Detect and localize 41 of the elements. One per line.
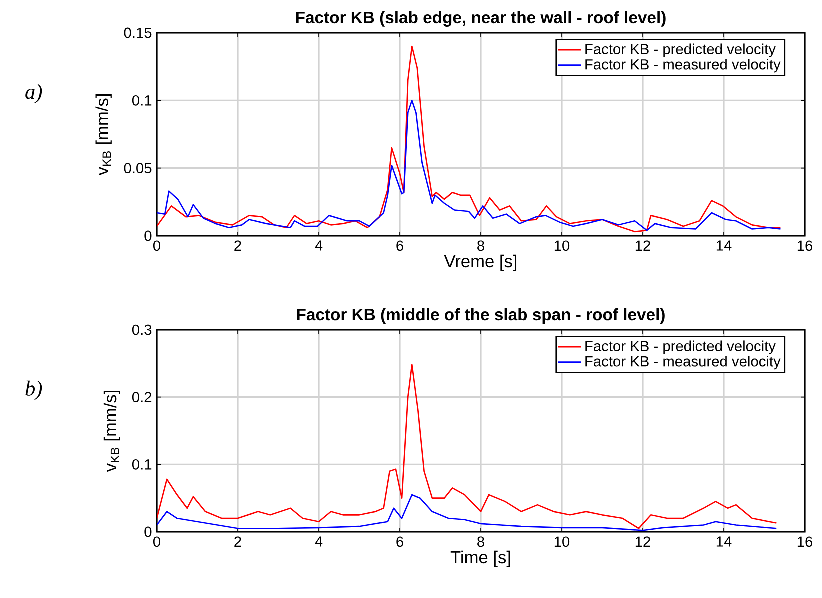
y-tick-label: 0.3: [132, 324, 152, 336]
x-tick-label: 16: [798, 240, 813, 252]
chart-title: Factor KB (middle of the slab span - roof level): [297, 308, 665, 324]
legend-label: Factor KB - measured velocity: [586, 59, 781, 73]
x-tick-label: 0: [153, 240, 160, 252]
y-tick-label: 0.1: [132, 459, 152, 470]
x-tick-label: 8: [478, 240, 484, 252]
text: b): [26, 380, 42, 400]
x-tick-label: 14: [716, 536, 732, 547]
y-tick-label: 0: [144, 230, 152, 242]
x-tick-label: 8: [478, 536, 484, 548]
legend-label: Factor KB - predicted velocity: [586, 340, 776, 354]
x-tick-label: 6: [396, 240, 404, 252]
x-tick-label: 2: [234, 536, 242, 547]
x-tick-label: 2: [234, 240, 242, 251]
line-series: [157, 494, 778, 532]
x-tick-label: 12: [636, 240, 650, 251]
legend-label: Factor KB - measured velocity: [586, 356, 781, 370]
legend-label: Factor KB - predicted velocity: [586, 44, 776, 58]
x-axis-title: Vreme [s]: [444, 254, 517, 272]
y-tick-label: 0.15: [124, 28, 152, 38]
text: a): [26, 84, 42, 104]
x-tick-label: 6: [396, 536, 404, 548]
x-tick-label: 14: [716, 240, 732, 251]
x-tick-label: 4: [315, 536, 323, 547]
y-tick-label: 0.2: [132, 392, 152, 403]
y-axis-title: v$_{KB}$ [mm/s]: [104, 391, 120, 472]
y-tick-label: 0: [144, 526, 152, 538]
line-series: [157, 100, 782, 232]
x-tick-label: 4: [315, 240, 323, 251]
y-tick-label: 0.1: [132, 95, 152, 106]
y-tick-label: 0.05: [124, 163, 152, 174]
x-tick-label: 10: [554, 240, 570, 252]
x-tick-label: 12: [636, 536, 650, 547]
line-series: [157, 46, 782, 233]
x-axis-title: Time [s]: [450, 550, 510, 568]
x-tick-label: 16: [798, 536, 813, 548]
x-tick-label: 10: [554, 536, 570, 548]
y-axis-title: v$_{KB}$ [mm/s]: [96, 94, 112, 176]
chart-title: Factor KB (slab edge, near the wall - roof level): [296, 11, 666, 27]
x-tick-label: 0: [153, 536, 160, 548]
